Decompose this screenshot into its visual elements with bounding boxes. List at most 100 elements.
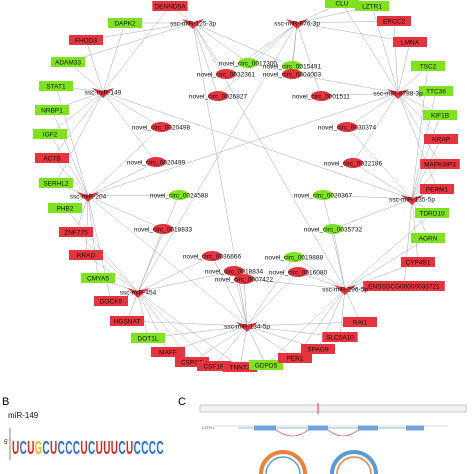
circrna-node[interactable]: novel_circ_0015491 [263, 61, 322, 71]
mirna-node-shape [77, 192, 99, 202]
gene-node-rai1[interactable]: RAI1 [343, 317, 377, 327]
gene-node-box [35, 153, 69, 163]
edge-117 [137, 22, 298, 293]
gene-node-spag9[interactable]: SPAG9 [301, 344, 335, 354]
gene-node-adam33[interactable]: ADAM33 [51, 57, 85, 67]
gene-node-tnnt3[interactable]: TNNT3 [223, 362, 257, 372]
circrna-node[interactable]: novel_circ_0017300 [219, 58, 278, 68]
circrna-node[interactable]: novel_circ_0020367 [294, 190, 353, 200]
gene-node-znf775[interactable]: ZNF775 [59, 227, 93, 237]
gene-node-serhl2[interactable]: SERHL2 [39, 178, 73, 188]
circrna-node[interactable]: novel_circ_0026827 [189, 91, 248, 101]
circrna-node-label: novel_circ_0032361 [197, 71, 256, 78]
circrna-node-ellipse [169, 190, 189, 200]
mirna-node[interactable]: ssc-miR-135-5p [389, 195, 435, 205]
gene-node-label: ADAM33 [55, 59, 81, 66]
gene-node-perm1[interactable]: PERM1 [420, 184, 454, 194]
circrna-node[interactable]: novel_circ_0032361 [197, 69, 256, 79]
gene-node-rrad[interactable]: RRAD [69, 250, 103, 260]
gene-node-label: SPAG9 [307, 346, 329, 353]
gene-node-cmya5[interactable]: CMYA5 [81, 273, 115, 283]
gene-node-kif1b[interactable]: KIF1B [423, 110, 457, 120]
edge-103 [87, 195, 164, 230]
gene-node-tsc2[interactable]: TSC2 [411, 61, 445, 71]
edge-17 [55, 91, 104, 184]
gene-node-clu[interactable]: CLU [325, 0, 359, 8]
circrna-node-label: novel_circ_0024588 [150, 192, 209, 199]
circrna-node[interactable]: novel_circ_0019888 [265, 252, 324, 262]
gene-node-dot1l[interactable]: DOT1L [131, 333, 165, 343]
circrna-node[interactable]: novel_circ_0016080 [269, 267, 328, 277]
gene-node-box [301, 344, 335, 354]
gene-node-box [51, 57, 85, 67]
gene-node-nrbp1[interactable]: NRBP1 [35, 105, 69, 115]
gene-node-agrn[interactable]: AGRN [411, 233, 445, 243]
mirna-node[interactable]: ssc-miR-149 [85, 88, 122, 98]
mirna-node[interactable]: ssc-miR-204 [70, 192, 107, 202]
gene-node-csf1r[interactable]: CSF1R [197, 361, 231, 371]
gene-node-hgsnat[interactable]: HGSNAT [110, 316, 144, 326]
gene-node-box [39, 178, 73, 188]
gene-node-stat1[interactable]: STAT1 [39, 81, 73, 91]
edge-38 [239, 325, 248, 368]
gene-node-gdpd5[interactable]: GDPD5 [249, 360, 283, 370]
gene-node-actb[interactable]: ACTB [35, 153, 69, 163]
gene-node-box [33, 129, 67, 139]
gene-node-fhod3[interactable]: FHOD3 [69, 35, 103, 45]
gene-node-label: TSC2 [420, 63, 437, 70]
gene-node-cyp4b1[interactable]: CYP4B1 [401, 257, 435, 267]
gene-node-phb2[interactable]: PHB2 [48, 203, 82, 213]
gene-node-per1[interactable]: PER1 [278, 353, 312, 363]
edges-layer [49, 2, 442, 368]
gene-node-dock9[interactable]: DOCK9 [94, 296, 128, 306]
gene-node-ttc36[interactable]: TTC36 [419, 86, 453, 96]
edge-14 [51, 157, 89, 197]
gene-node-lztr1[interactable]: LZTR1 [355, 1, 389, 11]
circrna-node[interactable]: novel_circ_0020499 [127, 157, 186, 167]
gene-node-slc5a10[interactable]: SLC5A10 [322, 332, 358, 342]
circrna-node[interactable]: novel_circ_0001511 [292, 91, 350, 101]
circrna-node[interactable]: novel_circ_0007422 [215, 274, 274, 284]
circrna-node[interactable]: novel_circ_0018833 [134, 224, 193, 234]
gene-node-label: SLC5A10 [326, 334, 354, 341]
circrna-node[interactable]: novel_circ_0020498 [132, 122, 191, 132]
mirna-node-shape [334, 285, 356, 295]
mirna-node[interactable]: ssc-miR-454 [120, 288, 157, 298]
gene-node-cspg5[interactable]: CSPG5 [175, 357, 209, 367]
edge-106 [211, 255, 248, 327]
circrna-node[interactable]: novel_circ_0022186 [324, 158, 383, 168]
gene-node-dennd5a[interactable]: DENND5A [152, 1, 188, 11]
gene-node-enssscg00000033721[interactable]: ENSSSCG00000033721 [363, 281, 445, 291]
gene-node-igf2[interactable]: IGF2 [33, 129, 67, 139]
edge-5 [85, 22, 194, 41]
edge-37 [137, 291, 215, 367]
gene-node-box [151, 347, 185, 357]
gene-node-ercc2[interactable]: ERCC2 [377, 16, 411, 26]
circrna-node[interactable]: novel_circ_0035732 [304, 224, 363, 234]
circrna-node[interactable]: novel_circ_0004003 [263, 69, 322, 79]
logo-letter: U [27, 438, 34, 458]
mirna-node[interactable]: ssc-miR-134-5p [224, 322, 270, 332]
circrna-node[interactable]: novel_circ_0036666 [183, 251, 242, 261]
gene-node-maff[interactable]: MAFF [151, 347, 185, 357]
gene-node-mapk8ip3[interactable]: MAPK8IP3 [420, 159, 460, 169]
circrna-node-ellipse [216, 69, 236, 79]
edge-12 [49, 91, 104, 135]
circrna-node[interactable]: novel_circ_0018834 [205, 266, 264, 276]
gene-node-lmna[interactable]: LMNA [393, 37, 427, 47]
gene-node-tdrd10[interactable]: TDRD10 [415, 208, 449, 218]
gene-node-label: PER1 [287, 355, 304, 362]
circrna-node-label: novel_circ_0035732 [304, 226, 363, 233]
panel-b-letter: B [2, 396, 9, 408]
mirna-node[interactable]: ssc-miR-125-3p [170, 19, 216, 29]
edge-15 [51, 91, 104, 159]
mirna-node[interactable]: ssc-miR-9788-3p [373, 89, 423, 99]
circrna-node[interactable]: novel_circ_0024588 [150, 190, 209, 200]
circrna-node-label: novel_circ_0020499 [127, 159, 186, 166]
gene-node-dapk2[interactable]: DAPK2 [108, 18, 142, 28]
gene-node-nrap[interactable]: NRAP [424, 134, 458, 144]
mirna-node[interactable]: ssc-miR-296-5p [322, 285, 368, 295]
mirna-node[interactable]: ssc-miR-676-3p [274, 19, 320, 29]
circrna-node[interactable]: novel_circ_0030374 [318, 122, 377, 132]
gene-node-label: MAFF [159, 349, 177, 356]
